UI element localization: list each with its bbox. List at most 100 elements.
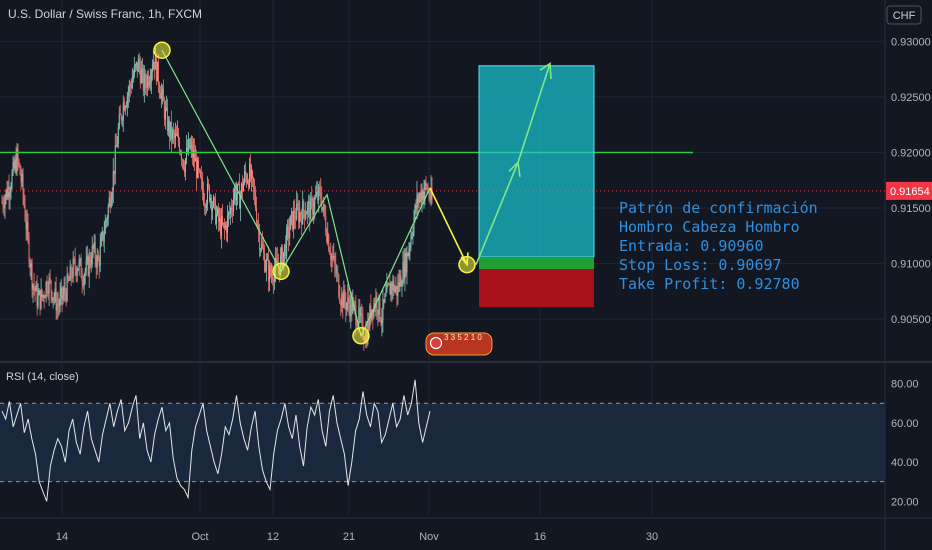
- candle-body: [88, 256, 90, 276]
- candle-body: [281, 247, 283, 256]
- candle-body: [53, 297, 55, 298]
- candle-body: [175, 133, 177, 136]
- candle-body: [3, 206, 5, 209]
- candle-body: [257, 222, 259, 225]
- candle-body: [36, 284, 38, 307]
- candle-body: [333, 256, 335, 258]
- candle-body: [372, 309, 374, 317]
- candle-body: [229, 212, 231, 214]
- price-tick-label: 0.91500: [891, 203, 931, 215]
- candle-body: [29, 262, 31, 268]
- candle-body: [85, 259, 87, 271]
- candle-body: [322, 207, 324, 210]
- candle-body: [214, 198, 216, 224]
- candle-body: [62, 294, 64, 300]
- candle-body: [87, 256, 89, 276]
- candle-body: [68, 280, 70, 281]
- candle-body: [113, 170, 115, 175]
- take-profit-zone: [478, 65, 595, 258]
- candle-body: [129, 84, 131, 87]
- candle-body: [245, 171, 247, 176]
- candle-body: [260, 249, 262, 251]
- candle-body: [142, 68, 144, 92]
- time-tick-label: Oct: [191, 531, 208, 543]
- candle-body: [56, 304, 58, 311]
- candle-body: [193, 150, 195, 162]
- currency-badge-box[interactable]: [886, 5, 922, 25]
- price-tick-label: 0.91000: [891, 259, 931, 271]
- candle-body: [186, 147, 188, 153]
- candle-body: [172, 129, 174, 134]
- candle-body: [252, 170, 254, 178]
- candle-body: [381, 320, 383, 324]
- candle-body: [300, 212, 302, 217]
- candle-body: [34, 287, 36, 292]
- candle-body: [120, 115, 122, 121]
- candle-body: [38, 290, 40, 295]
- currency-badge[interactable]: CHF: [893, 10, 916, 22]
- candle-body: [228, 212, 230, 216]
- annotation-line-1: Patrón de confirmación: [619, 199, 818, 217]
- candle-body: [299, 212, 301, 223]
- events-badge[interactable]: 3 3 5 2 1 0: [425, 332, 493, 356]
- candle-body: [2, 202, 4, 207]
- candle-body: [134, 65, 136, 67]
- drawing-overlays[interactable]: [0, 41, 885, 345]
- candle-body: [326, 232, 328, 242]
- candle-body: [348, 296, 350, 305]
- candle-body: [158, 84, 160, 93]
- candle-body: [384, 295, 386, 303]
- candle-body: [117, 127, 119, 145]
- candle-body: [212, 197, 214, 207]
- candle-body: [12, 161, 14, 173]
- candle-body: [160, 92, 162, 99]
- candle-body: [282, 247, 284, 267]
- time-tick-label: 12: [267, 531, 279, 543]
- candle-body: [76, 270, 78, 276]
- candle-body: [380, 319, 382, 324]
- candle-body: [177, 133, 179, 142]
- candle-body: [417, 194, 419, 204]
- candle-body: [336, 271, 338, 273]
- candle-body: [6, 189, 8, 198]
- candle-body: [429, 196, 431, 200]
- candle-body: [82, 282, 84, 286]
- candle-body: [26, 221, 28, 230]
- candle-body: [273, 280, 275, 283]
- candle-body: [115, 145, 117, 147]
- candle-body: [21, 173, 23, 182]
- symbol-title[interactable]: U.S. Dollar / Swiss Franc, 1h, FXCM: [8, 7, 202, 21]
- candle-body: [40, 289, 42, 309]
- candle-body: [419, 192, 421, 198]
- candle-body: [41, 289, 43, 298]
- candlestick-series: [1, 47, 433, 351]
- candle-body: [208, 185, 210, 201]
- candle-body: [397, 282, 399, 297]
- candle-body: [295, 218, 297, 220]
- annotation-text[interactable]: Patrón de confirmación Hombro Cabeza Hom…: [619, 199, 818, 293]
- candle-body: [425, 182, 427, 186]
- candle-body: [153, 61, 155, 70]
- candle-body: [251, 170, 253, 179]
- yellow-arrow: [429, 187, 468, 266]
- candle-body: [340, 302, 342, 306]
- candle-body: [25, 220, 27, 230]
- candle-body: [327, 235, 329, 242]
- candle-body: [101, 231, 103, 238]
- candle-body: [116, 144, 118, 147]
- rsi-panel[interactable]: RSI (14, close): [0, 371, 885, 502]
- flag-icon: [429, 336, 443, 350]
- candle-body: [261, 243, 263, 250]
- candle-body: [352, 301, 354, 314]
- candle-body: [272, 274, 274, 281]
- candle-body: [83, 276, 85, 286]
- candle-body: [388, 283, 390, 285]
- stop-loss-zone: [479, 269, 594, 308]
- candle-body: [156, 61, 158, 82]
- candle-body: [412, 233, 414, 236]
- annotation-line-2: Hombro Cabeza Hombro: [619, 218, 800, 236]
- candle-body: [144, 74, 146, 85]
- candle-body: [145, 84, 147, 88]
- candle-body: [133, 66, 135, 76]
